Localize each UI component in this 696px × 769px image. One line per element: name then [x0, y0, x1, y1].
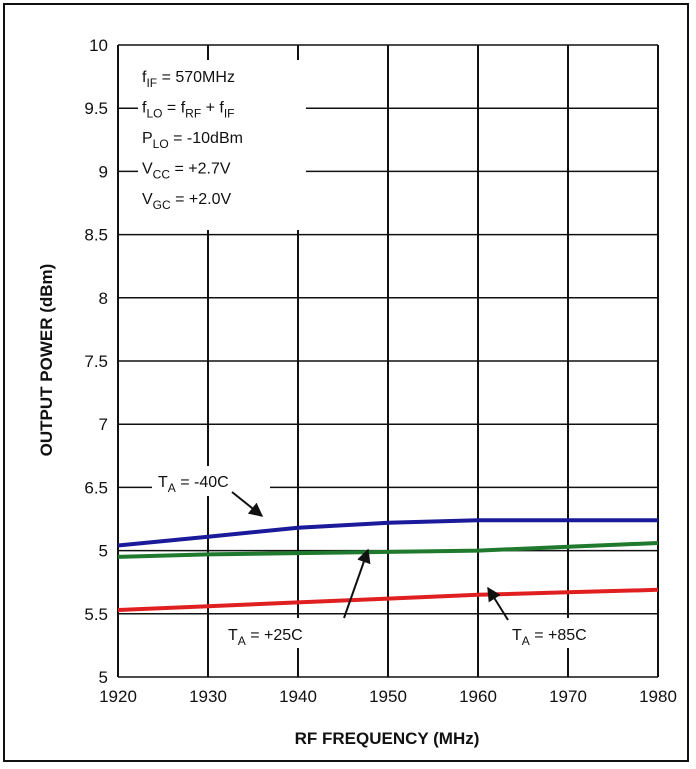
- series-label-2: TA = +85C: [512, 627, 587, 648]
- series-label-bg: [222, 618, 346, 648]
- x-tick-labels: 1920 1930 1940 1950 1960 1970 1980: [99, 687, 677, 706]
- condition-line: fIF = 570MHz: [142, 69, 235, 90]
- condition-line: VGC = +2.0V: [142, 191, 231, 212]
- y-tick-label: 9: [99, 162, 108, 181]
- label-arrows: [231, 491, 509, 621]
- label-arrow: [343, 548, 371, 619]
- y-tick-label: 10: [89, 36, 108, 55]
- y-tick-label: 5: [99, 542, 108, 561]
- x-tick-label: 1970: [549, 687, 587, 706]
- label-arrow: [231, 491, 264, 517]
- y-tick-label: 8.5: [84, 226, 108, 245]
- x-tick-label: 1930: [189, 687, 227, 706]
- series-label-bg: [152, 466, 270, 496]
- series-line-0: [117, 518, 658, 548]
- series-layer: [117, 518, 659, 612]
- x-tick-label: 1980: [639, 687, 677, 706]
- y-tick-label: 8: [99, 289, 108, 308]
- series-label-1: TA = +25C: [228, 627, 303, 648]
- y-tick-label: 5: [99, 668, 108, 687]
- conditions-text: fIF = 570MHz fLO = fRF + fIF PLO = -10dBm V…: [142, 69, 243, 212]
- y-tick-label: 7.5: [84, 352, 108, 371]
- x-tick-label: 1950: [369, 687, 407, 706]
- x-tick-label: 1960: [459, 687, 497, 706]
- y-tick-labels: 10 9.5 9 8.5 8 7.5 7 6.5 5 5.5 5: [84, 36, 108, 687]
- series-line-1: [117, 541, 659, 559]
- label-arrow: [487, 586, 509, 621]
- x-tick-label: 1920: [99, 687, 137, 706]
- series-label-bg: [506, 618, 630, 648]
- y-tick-label: 9.5: [84, 99, 108, 118]
- series-label-0: TA = -40C: [158, 474, 229, 495]
- condition-line: PLO = -10dBm: [142, 130, 243, 151]
- y-tick-label: 7: [99, 415, 108, 434]
- x-axis-title: RF FREQUENCY (MHz): [295, 729, 480, 748]
- series-labels: TA = -40C TA = +25C TA = +85C: [152, 466, 630, 648]
- y-tick-label: 5.5: [84, 605, 108, 624]
- x-tick-label: 1940: [279, 687, 317, 706]
- series-line-2: [117, 587, 659, 612]
- y-tick-label: 6.5: [84, 478, 108, 497]
- y-axis-title: OUTPUT POWER (dBm): [37, 264, 56, 457]
- condition-line: VCC = +2.7V: [142, 161, 231, 182]
- conditions-box: [138, 60, 306, 230]
- condition-line: fLO = fRF + fIF: [142, 100, 235, 121]
